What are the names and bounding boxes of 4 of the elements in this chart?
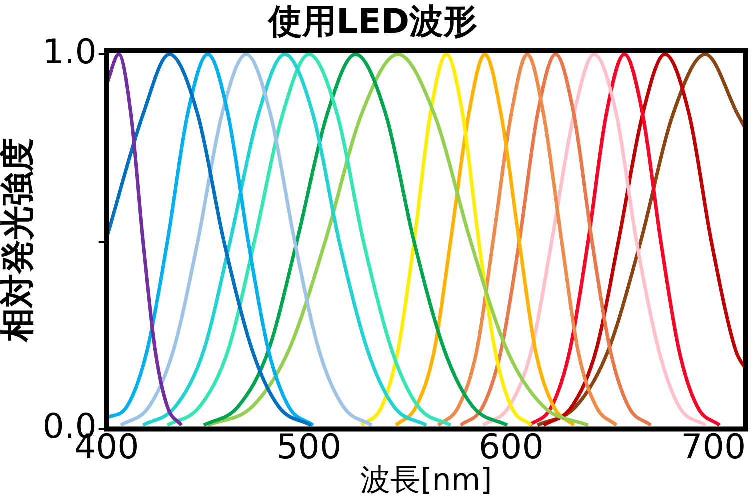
chart-title: 使用LED波形 xyxy=(267,2,478,42)
y-tick-label: 1.0 xyxy=(42,32,97,72)
x-tick-label: 500 xyxy=(276,427,342,468)
x-tick-label: 700 xyxy=(681,427,746,468)
